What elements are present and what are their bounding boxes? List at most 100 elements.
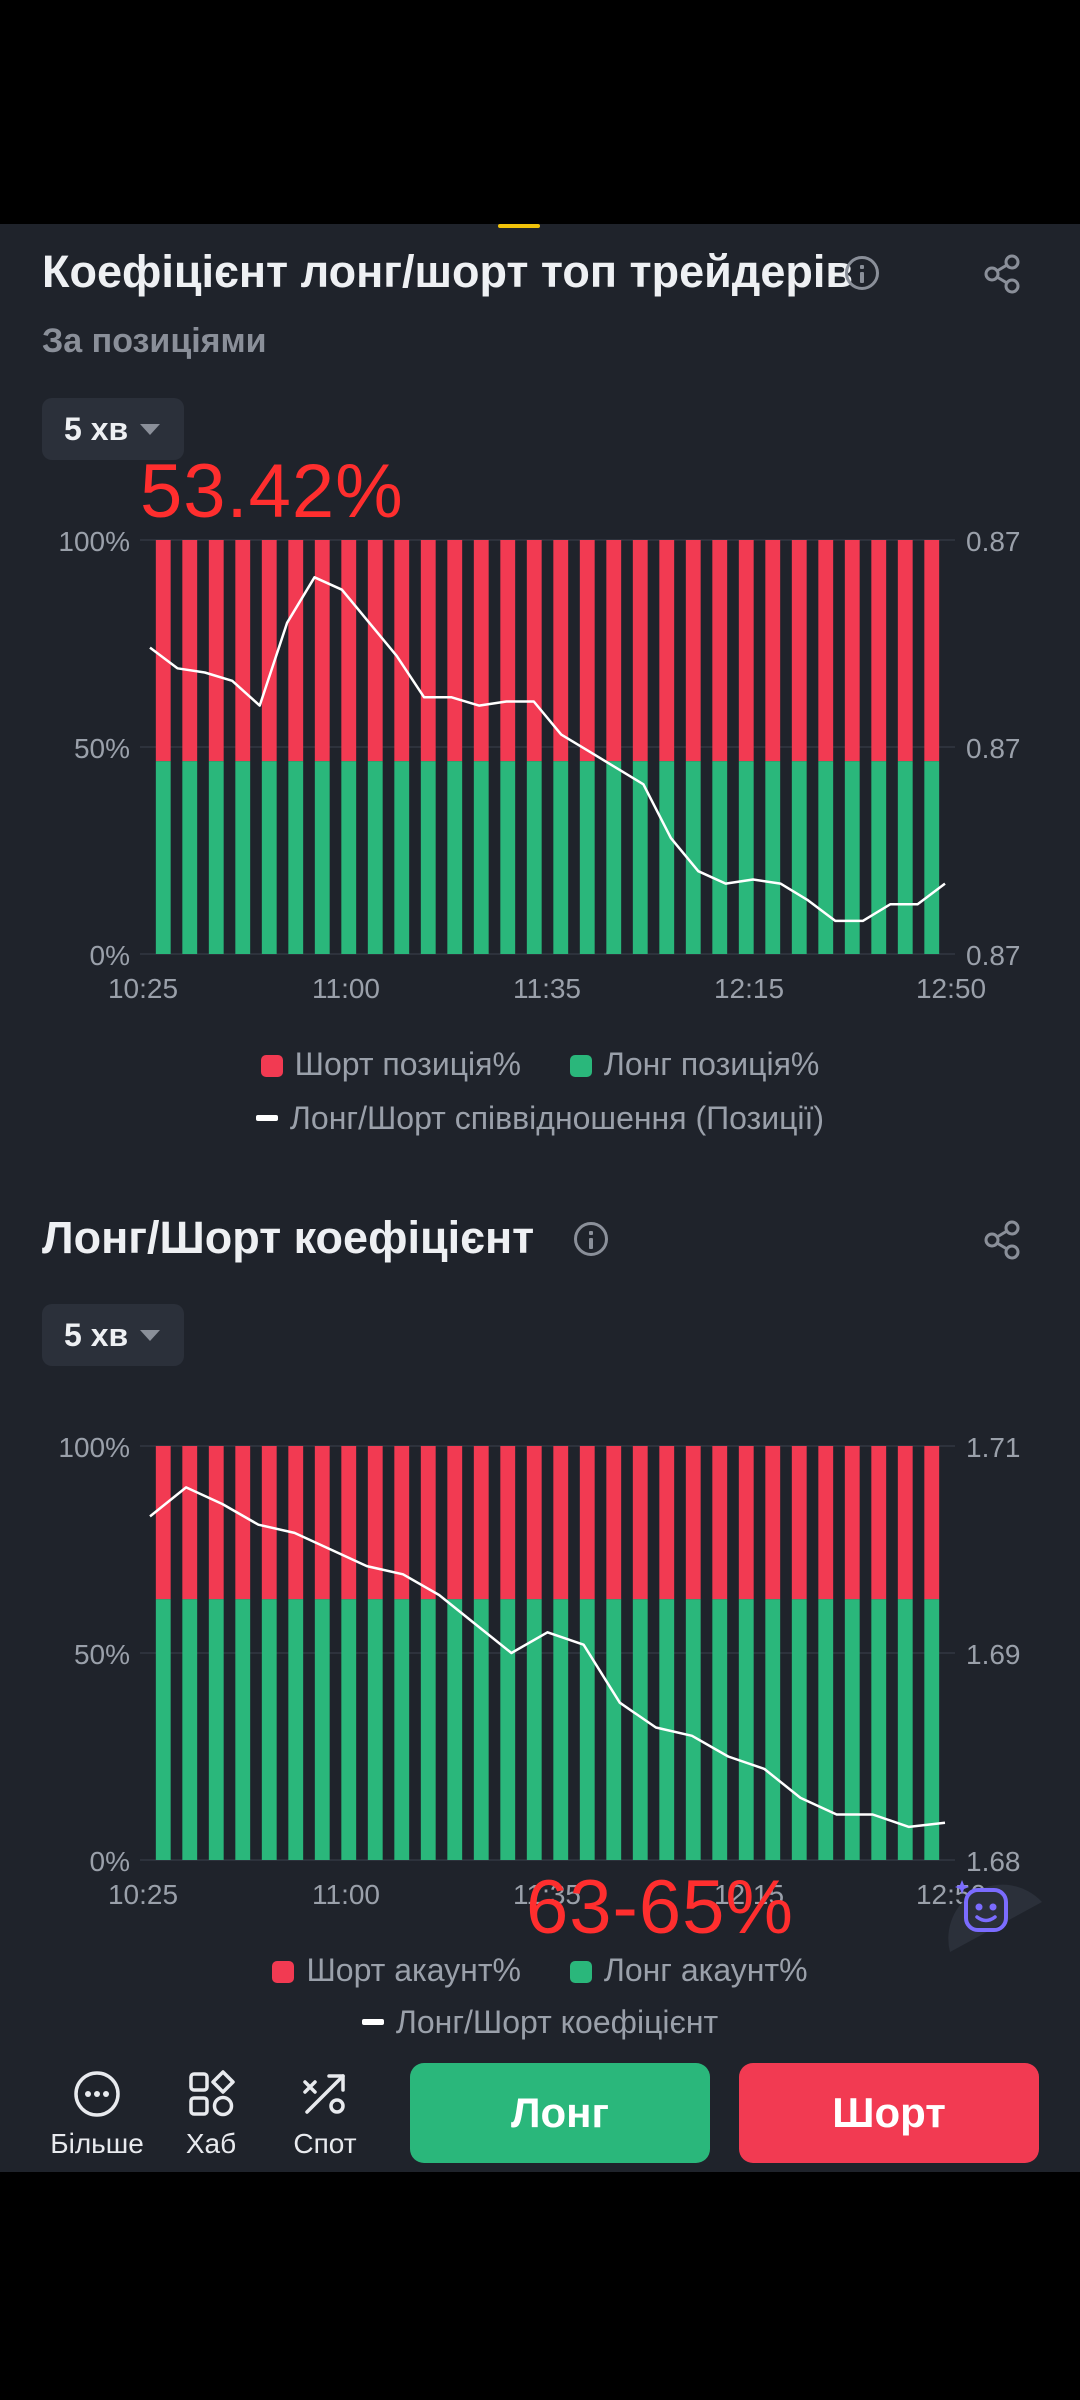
short-bar [632,1446,648,1600]
short-swatch [260,1055,283,1077]
long-bar [632,761,648,954]
hub-icon [189,2070,235,2117]
short-bar [553,1446,569,1600]
short-bar [288,1446,304,1600]
long-bar [394,1599,410,1860]
short-bar [791,1446,807,1600]
chart2-legend-ratio: Лонг/Шорт коефіцієнт [0,2004,1080,2040]
short-bar [924,1446,940,1600]
y-right-tick: 1.69 [966,1639,1021,1670]
short-swatch [272,1961,295,1983]
info-icon[interactable] [845,256,879,290]
short-bar [500,1446,516,1600]
y-left-tick: 100% [58,1432,130,1463]
legend-long-label: Лонг акаунт% [603,1952,808,1988]
long-bar [738,761,754,954]
long-bar [155,1599,171,1860]
more-icon [74,2071,120,2117]
long-bar [526,761,542,954]
ai-assistant-button[interactable] [942,1872,1050,1952]
long-bar [473,1599,489,1860]
x-tick: 10:25 [108,1879,178,1910]
long-bar [553,761,569,954]
y-left-tick: 50% [74,733,130,764]
x-tick: 11:35 [513,1879,581,1910]
long-bar [765,1599,781,1860]
long-bar [791,1599,807,1860]
short-bar [314,1446,330,1600]
info-icon[interactable] [574,1222,608,1256]
short-bar [712,1446,728,1600]
long-bar [897,1599,913,1860]
y-left-tick: 0% [90,1846,130,1877]
interval-dropdown-2[interactable]: 5 хв [42,1304,184,1366]
short-bar [367,1446,383,1600]
long-bar [235,761,251,954]
short-bar [261,540,277,762]
short-bar [579,540,595,762]
short-bar [447,540,463,762]
long-bar [420,1599,436,1860]
y-right-tick: 0.87 [966,526,1021,557]
long-bar [394,761,410,954]
long-bar [791,761,807,954]
long-bar [314,1599,330,1860]
hub-button[interactable]: Хаб [156,2040,266,2160]
tab-indicator [498,224,540,228]
chevron-down-icon [140,1330,160,1341]
short-bar [818,1446,834,1600]
short-bar [500,540,516,762]
long-bar [844,761,860,954]
long-button[interactable]: Лонг [410,2063,710,2163]
top-traders-ratio-title: Коефіцієнт лонг/шорт топ трейдерів [42,246,854,297]
long-bar [288,761,304,954]
by-positions-subtitle: За позиціями [42,322,267,360]
y-right-tick: 0.87 [966,940,1021,971]
interval-label: 5 хв [64,1317,129,1353]
short-bar [155,540,171,762]
share-icon[interactable] [980,252,1024,296]
short-bar [871,1446,887,1600]
share-icon[interactable] [980,1218,1024,1262]
x-tick: 12:15 [714,1879,784,1910]
ratio-swatch [361,2019,384,2025]
long-bar [447,1599,463,1860]
short-bar [818,540,834,762]
spot-button[interactable]: Спот [270,2040,380,2160]
spot-icon [303,2074,345,2114]
long-bar [314,761,330,954]
legend-ratio: Лонг/Шорт співвідношення (Позиції) [255,1100,824,1137]
long-bar [155,761,171,954]
interval-dropdown-1[interactable]: 5 хв [42,398,184,460]
short-bar [235,1446,251,1600]
short-button[interactable]: Шорт [739,2063,1039,2163]
short-bar [208,540,224,762]
short-bar [712,540,728,762]
short-bar [208,1446,224,1600]
short-bar [632,540,648,762]
long-bar [606,1599,622,1860]
chart2-legend: Шорт акаунт% Лонг акаунт% [0,1952,1080,1989]
y-left-tick: 0% [90,940,130,971]
x-tick: 10:25 [108,973,178,1004]
short-bar [765,540,781,762]
interval-label: 5 хв [64,411,129,447]
long-bar [341,761,357,954]
short-bar [844,1446,860,1600]
short-bar [288,540,304,762]
long-bar [208,761,224,954]
long-bar [500,761,516,954]
long-bar [182,761,198,954]
short-bar [526,1446,542,1600]
chevron-down-icon [140,424,160,435]
long-swatch [569,1961,592,1983]
short-bar [738,1446,754,1600]
more-button[interactable]: Більше [42,2040,152,2160]
short-bar [897,540,913,762]
legend-long-label: Лонг позиція% [603,1046,820,1082]
long-bar [367,761,383,954]
short-bar [659,540,675,762]
ratio-line [149,576,946,923]
annotation-53-percent: 53.42% [140,449,404,534]
spot-label: Спот [293,2128,357,2159]
